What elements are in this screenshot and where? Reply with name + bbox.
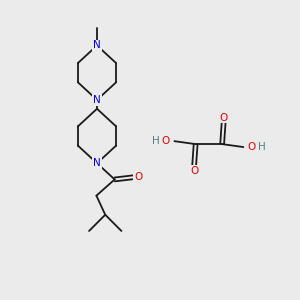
Text: H: H bbox=[152, 136, 160, 146]
Text: N: N bbox=[93, 95, 101, 105]
Text: H: H bbox=[258, 142, 266, 152]
Text: O: O bbox=[190, 166, 198, 176]
Text: N: N bbox=[93, 158, 101, 168]
Text: N: N bbox=[93, 40, 101, 50]
Text: O: O bbox=[248, 142, 256, 152]
Text: O: O bbox=[220, 112, 228, 123]
Text: O: O bbox=[162, 136, 170, 146]
Text: O: O bbox=[134, 172, 142, 182]
